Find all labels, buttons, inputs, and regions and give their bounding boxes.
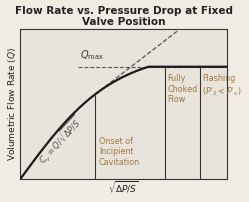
Text: Fully
Choked
Flow: Fully Choked Flow bbox=[167, 74, 197, 104]
Text: $Q_{\rm max}$: $Q_{\rm max}$ bbox=[80, 48, 105, 62]
Text: $C_v = Q/\sqrt{\Delta P/S}$: $C_v = Q/\sqrt{\Delta P/S}$ bbox=[34, 113, 86, 167]
Text: Flashing
$(P'_2 < P'_v)$: Flashing $(P'_2 < P'_v)$ bbox=[202, 74, 242, 98]
Title: Flow Rate vs. Pressure Drop at Fixed
Valve Position: Flow Rate vs. Pressure Drop at Fixed Val… bbox=[15, 6, 233, 27]
X-axis label: $\sqrt{\Delta P/S}$: $\sqrt{\Delta P/S}$ bbox=[108, 180, 139, 196]
Y-axis label: Volumetric Flow Rate ($Q$): Volumetric Flow Rate ($Q$) bbox=[5, 47, 18, 161]
Text: Onset of
Incipient
Cavitation: Onset of Incipient Cavitation bbox=[99, 137, 140, 167]
